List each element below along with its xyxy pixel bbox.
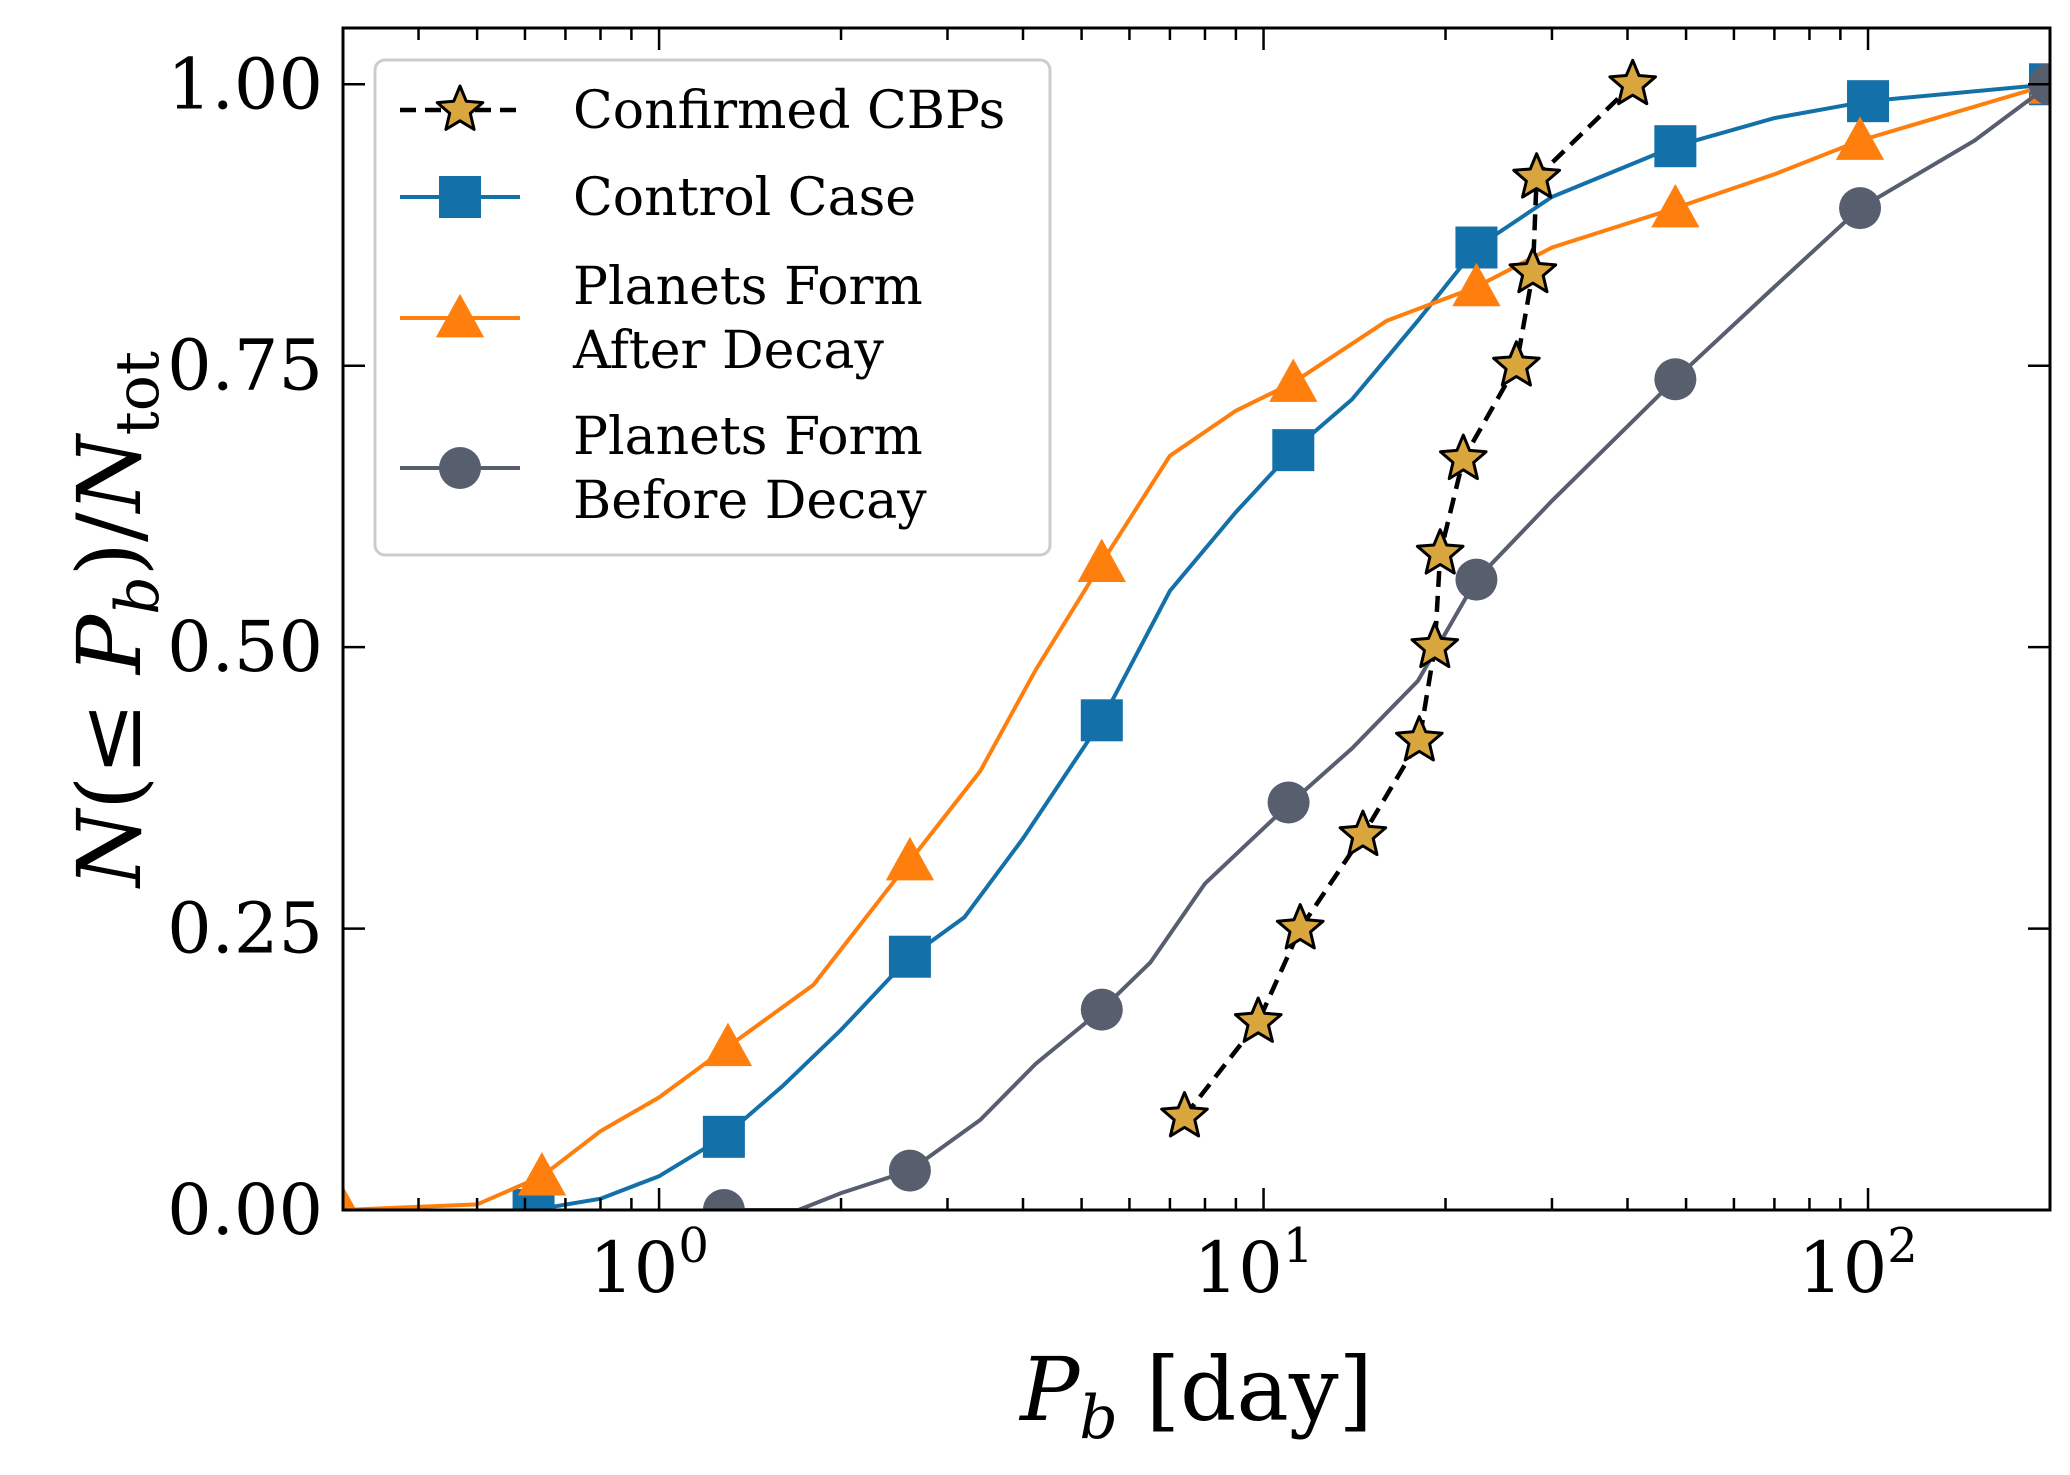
data-point bbox=[1654, 358, 1697, 401]
data-point bbox=[885, 836, 935, 881]
data-point bbox=[1233, 996, 1283, 1043]
data-point bbox=[1410, 621, 1460, 669]
data-point bbox=[702, 1189, 745, 1210]
data-point bbox=[1835, 116, 1885, 160]
y-tick-label: 1.00 bbox=[167, 43, 323, 125]
data-point bbox=[1452, 262, 1501, 307]
legend-entry: Confirmed CBPs bbox=[400, 81, 1005, 141]
y-tick-label: 0.00 bbox=[167, 1169, 323, 1251]
legend-marker bbox=[439, 447, 481, 489]
data-point bbox=[1395, 715, 1444, 762]
legend-marker bbox=[435, 84, 485, 131]
x-axis-label: Pb [day] bbox=[1018, 1338, 1373, 1453]
data-point bbox=[1160, 1091, 1209, 1138]
data-point bbox=[702, 1115, 745, 1158]
data-point bbox=[1080, 699, 1123, 742]
data-point bbox=[1338, 809, 1388, 857]
x-tick-label: 100 bbox=[589, 1218, 709, 1309]
legend-label: Confirmed CBPs bbox=[573, 81, 1005, 141]
data-point bbox=[1080, 988, 1123, 1031]
legend-box bbox=[373, 58, 1052, 557]
legend-entry: Control Case bbox=[400, 168, 916, 228]
y-tick-label: 0.75 bbox=[167, 325, 323, 407]
data-point bbox=[1275, 903, 1325, 950]
series-confirmed-cbps bbox=[1160, 58, 1657, 1138]
data-point bbox=[1654, 125, 1697, 168]
legend-marker bbox=[439, 176, 481, 218]
data-point bbox=[1415, 528, 1465, 575]
axes-layer: 0.00 0.25 0.50 0.75 1.00 100 101 102 Pb [day] N(≤… bbox=[58, 26, 2052, 1453]
x-tick-label: 101 bbox=[1194, 1218, 1314, 1309]
y-tick-label: 0.25 bbox=[167, 888, 323, 970]
legend-label: Planets Form bbox=[573, 257, 923, 317]
data-point bbox=[1272, 429, 1315, 472]
series-planets-form-before-decay bbox=[702, 63, 2050, 1210]
data-point bbox=[1439, 433, 1488, 481]
data-point bbox=[517, 1152, 567, 1196]
data-point bbox=[1267, 781, 1310, 824]
legend-label: Control Case bbox=[573, 168, 916, 228]
data-point bbox=[1269, 358, 1318, 402]
data-point bbox=[1608, 58, 1657, 106]
data-point bbox=[343, 1185, 357, 1210]
legend-marker bbox=[435, 293, 485, 338]
y-tick-label: 0.50 bbox=[167, 606, 323, 688]
data-point bbox=[1508, 246, 1558, 294]
series-line bbox=[1182, 82, 1635, 1118]
data-point bbox=[1839, 187, 1882, 230]
data-point bbox=[1847, 80, 1890, 123]
plot-frame bbox=[341, 26, 2052, 1212]
legend-label: Before Decay bbox=[573, 471, 927, 531]
data-point bbox=[1651, 183, 1700, 228]
data-point bbox=[1492, 340, 1541, 387]
data-point bbox=[1455, 226, 1498, 269]
data-point bbox=[888, 935, 931, 978]
data-point bbox=[703, 1022, 753, 1067]
y-axis-label: N(≤ Pb)/Ntot bbox=[58, 351, 173, 889]
series-layer bbox=[343, 58, 2050, 1210]
data-point bbox=[888, 1149, 931, 1192]
legend-label: After Decay bbox=[572, 321, 885, 381]
data-point bbox=[1455, 558, 1498, 601]
series-planets-form-after-decay bbox=[343, 60, 2050, 1210]
data-point bbox=[1077, 538, 1126, 583]
x-tick-label: 102 bbox=[1798, 1218, 1918, 1309]
data-point bbox=[1512, 152, 1561, 199]
legend-label: Planets Form bbox=[573, 407, 923, 467]
